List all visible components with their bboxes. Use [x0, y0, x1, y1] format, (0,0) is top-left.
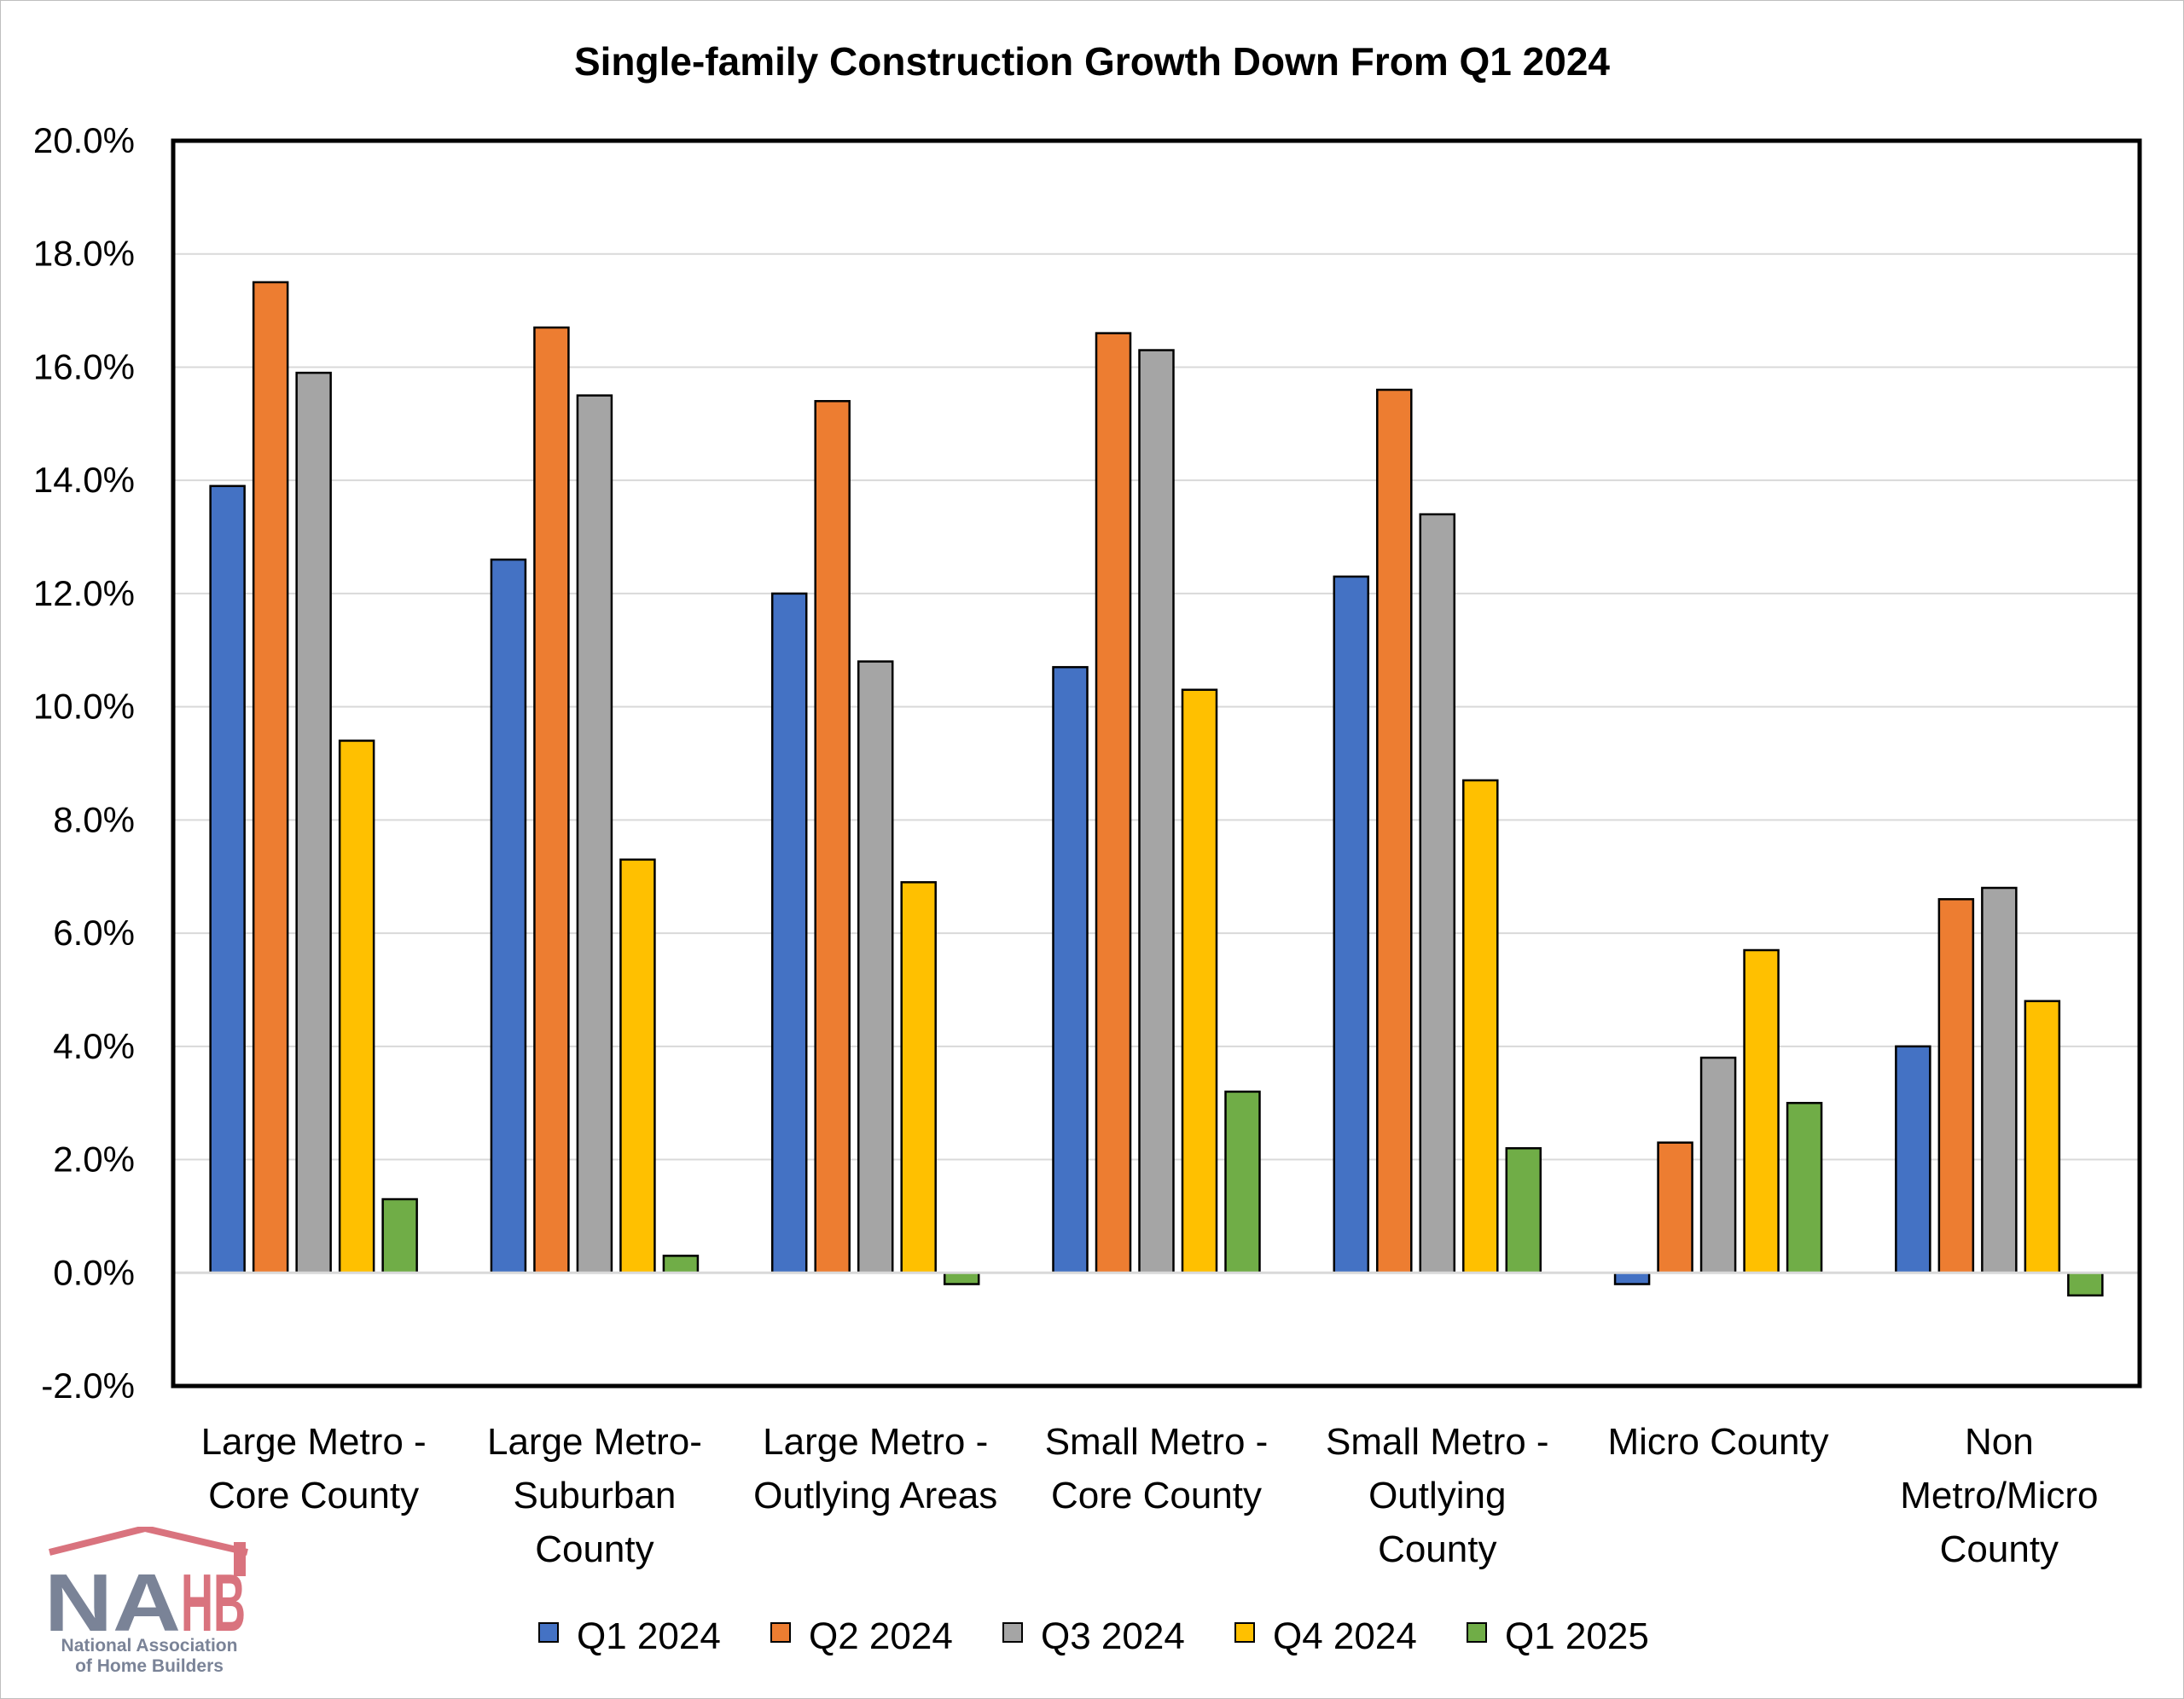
bar: [1505, 1147, 1542, 1274]
bar: [619, 858, 656, 1274]
y-tick-label: 0.0%: [53, 1252, 135, 1292]
bar: [295, 371, 332, 1274]
category-label: Small Metro -Core County: [1045, 1421, 1269, 1516]
legend-swatch: [1234, 1622, 1255, 1643]
bar: [1699, 1056, 1737, 1274]
legend-label: Q2 2024: [809, 1615, 953, 1657]
bar: [1095, 332, 1132, 1274]
category-label: Micro County: [1607, 1421, 1828, 1463]
legend: Q1 2024 Q2 2024 Q3 2024 Q4 2024 Q1 2025: [538, 1615, 1649, 1657]
bar: [2024, 1000, 2061, 1274]
bar: [770, 592, 808, 1274]
bar: [900, 881, 937, 1274]
plot-area-border: [171, 138, 2142, 1389]
y-tick-label: 20.0%: [33, 120, 135, 160]
bar: [1138, 349, 1175, 1274]
bar: [814, 400, 851, 1274]
bar: [1657, 1141, 1693, 1274]
logo-text-line1: National Association: [61, 1636, 238, 1656]
y-tick-label: 14.0%: [33, 460, 135, 500]
bar: [943, 1272, 980, 1285]
nahb-logo: NA HB National Association of Home Build…: [43, 1527, 256, 1676]
y-tick-label: 4.0%: [53, 1026, 135, 1066]
y-axis-ticks: -2.0% 0.0% 2.0% 4.0% 6.0% 8.0% 10.0% 12.0% 14.0%…: [33, 120, 135, 1406]
bar: [1333, 575, 1370, 1274]
bar: [1613, 1272, 1651, 1285]
bar: [1224, 1090, 1261, 1274]
bar: [1462, 779, 1499, 1274]
bar: [857, 660, 894, 1274]
category-label: Small Metro -Outlying County: [1326, 1421, 1549, 1570]
bar: [662, 1255, 700, 1274]
bar: [1419, 513, 1456, 1274]
legend-label: Q1 2025: [1505, 1615, 1649, 1657]
y-tick-label: 12.0%: [33, 573, 135, 613]
category-label: Large Metro -Core County: [201, 1421, 427, 1516]
y-tick-label: 2.0%: [53, 1139, 135, 1180]
svg-text:HB: HB: [181, 1557, 246, 1638]
y-tick-label: 8.0%: [53, 799, 135, 839]
category-label: Large Metro -Outlying Areas: [753, 1421, 997, 1516]
legend-label: Q4 2024: [1273, 1615, 1417, 1657]
logo-text-line2: of Home Builders: [75, 1656, 224, 1676]
y-tick-label: 6.0%: [53, 913, 135, 953]
bar: [1786, 1101, 1823, 1274]
bar: [1743, 948, 1780, 1274]
y-tick-label: 10.0%: [33, 687, 135, 727]
bar: [1052, 665, 1089, 1274]
bar: [490, 558, 527, 1274]
bar: [533, 326, 570, 1274]
bar: [1895, 1045, 1931, 1274]
y-tick-label: -2.0%: [41, 1366, 135, 1406]
bar: [1181, 688, 1218, 1274]
bar: [252, 281, 289, 1274]
bar: [1981, 886, 2018, 1274]
bar: [576, 394, 613, 1274]
bar: [209, 484, 246, 1274]
legend-swatch: [770, 1622, 791, 1643]
legend-swatch: [538, 1622, 559, 1643]
bars: [209, 281, 2104, 1297]
y-tick-label: 18.0%: [33, 234, 135, 274]
bar: [338, 739, 375, 1274]
legend-label: Q1 2024: [577, 1615, 721, 1657]
legend-swatch: [1002, 1622, 1023, 1643]
category-label: Large Metro-Suburban County: [487, 1421, 702, 1570]
category-labels: Large Metro -Core County Large Metro-Subu…: [201, 1421, 2099, 1570]
bar: [2067, 1272, 2104, 1297]
y-tick-label: 16.0%: [33, 346, 135, 386]
bar: [1376, 388, 1413, 1274]
house-logo-icon: NA HB: [44, 1527, 248, 1638]
svg-text:NA: NA: [44, 1557, 181, 1638]
chart-title: Single-family Construction Growth Down F…: [574, 39, 1610, 84]
legend-swatch: [1467, 1622, 1487, 1643]
category-label: Non Metro/Micro County: [1900, 1421, 2098, 1570]
bar: [381, 1197, 418, 1274]
bar: [1937, 898, 1975, 1274]
legend-label: Q3 2024: [1041, 1615, 1185, 1657]
